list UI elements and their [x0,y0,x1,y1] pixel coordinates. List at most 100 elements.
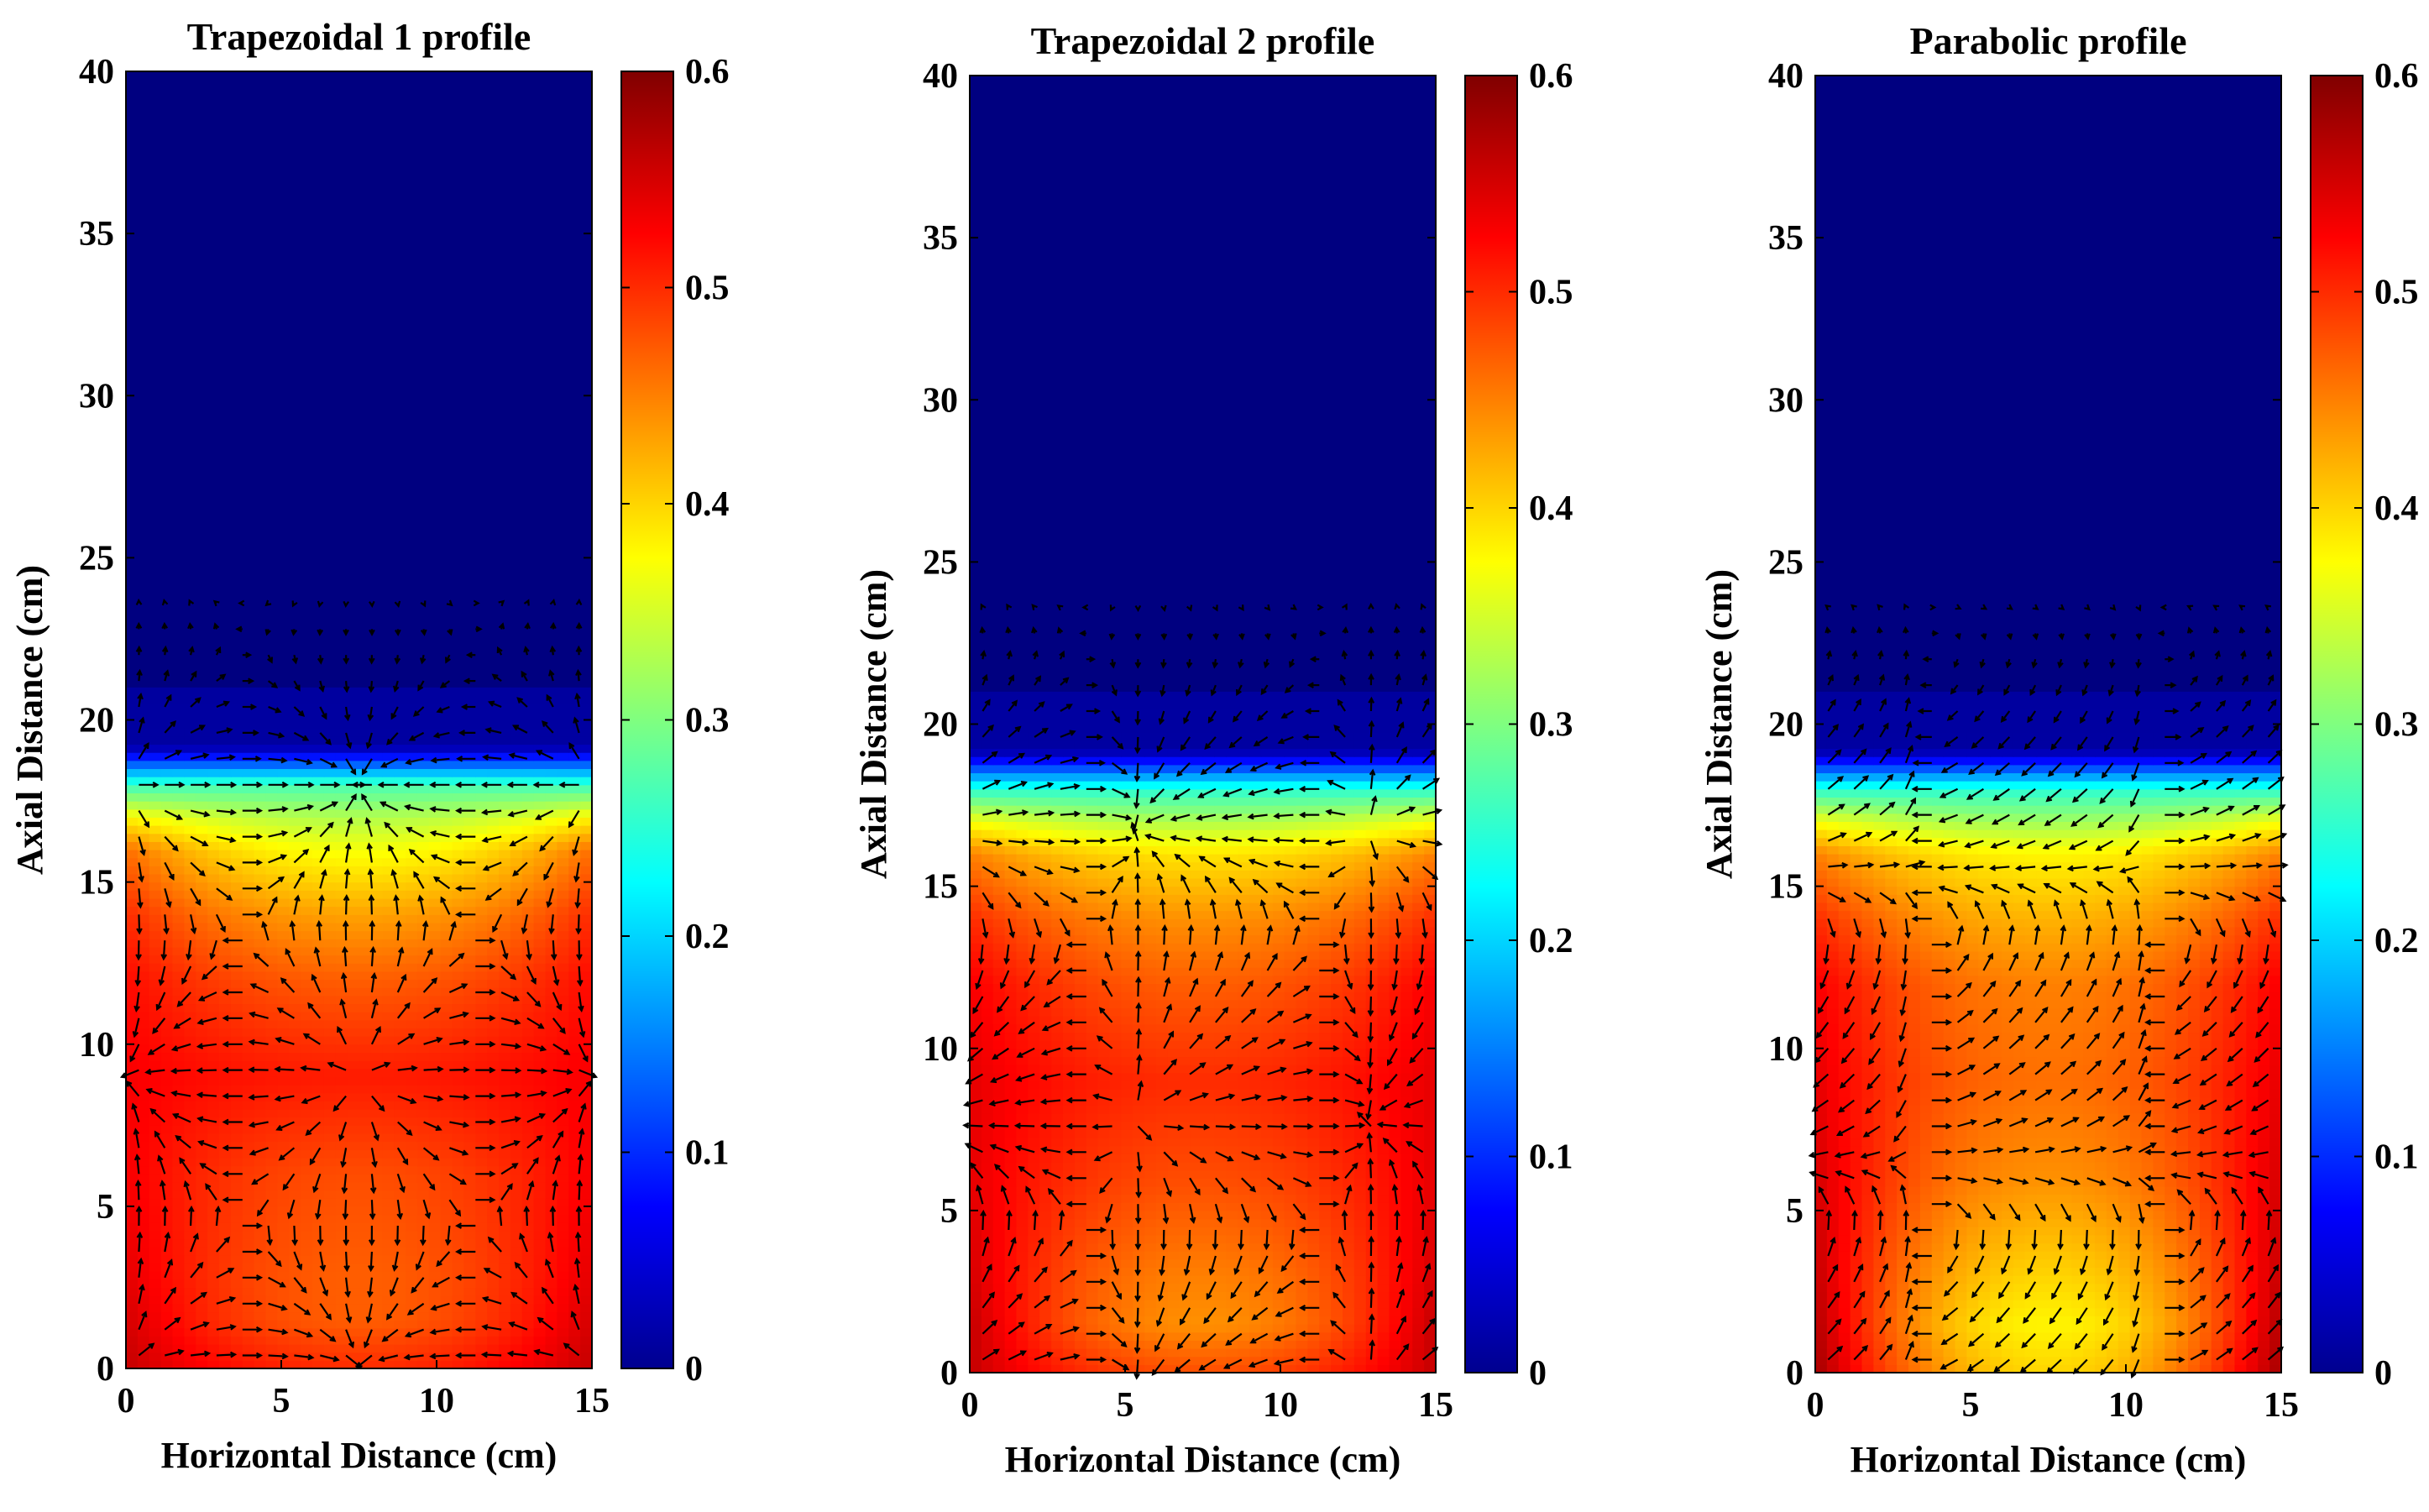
heatmap-cell [499,695,511,704]
heatmap-cell [301,963,313,972]
heatmap-cell [1167,1275,1180,1284]
vector-head [255,781,264,788]
heatmap-cell [126,979,139,988]
heatmap-cell [499,1336,511,1345]
heatmap-cell [301,873,313,883]
heatmap-cell [254,1028,267,1037]
heatmap-cell [452,760,464,770]
vector-head [368,1265,374,1273]
heatmap-cell [463,808,476,818]
heatmap-cell [568,1279,581,1289]
velocity-vector [397,1066,416,1071]
heatmap-cell [301,1238,313,1248]
heatmap-cell [1260,1300,1274,1309]
heatmap-cell [242,833,255,842]
heatmap-cell [219,1247,232,1256]
heatmap-cell [347,873,360,883]
velocity-vector [216,835,235,842]
heatmap-cell [487,1303,500,1313]
heatmap-cell [428,808,442,818]
heatmap-cell [580,882,593,891]
heatmap-cell [452,1068,464,1077]
vector-head [137,902,144,909]
heatmap-cell [521,1028,535,1037]
vector-head [406,1309,414,1316]
heatmap-cell [196,817,208,826]
heatmap-cell [487,1052,500,1061]
vector-head [506,1350,515,1358]
velocity-vector [578,1181,581,1201]
heatmap-cell [230,695,243,704]
heatmap-cell [254,866,267,875]
heatmap-cell [323,979,337,988]
heatmap-cell [521,971,535,981]
heatmap-cell [242,1174,255,1183]
heatmap-cell [487,1157,500,1167]
vector-head [158,979,165,986]
heatmap-cell [533,752,547,761]
heatmap-cell [382,1092,395,1101]
heatmap-cell [359,897,371,908]
velocity-vector [302,1095,321,1104]
heatmap-cell [545,1101,558,1110]
vector-head [544,1258,552,1266]
heatmap-cell [440,1052,453,1061]
heatmap-cell [452,1157,464,1167]
heatmap-cell [580,1060,593,1070]
heatmap-cell [265,866,278,875]
heatmap-cell [510,1101,523,1110]
heatmap-cell [301,1327,313,1337]
heatmap-cell [394,793,406,802]
x-tick-label: 0 [118,1382,135,1420]
heatmap-cell [452,1214,464,1223]
heatmap-cell [370,1344,383,1353]
velocity-vector [431,808,450,812]
vector-head [302,735,310,741]
vector-head [434,1007,442,1014]
velocity-vector [215,913,226,932]
heatmap-cell [254,687,267,697]
heatmap-cell [557,963,569,972]
heatmap-cell [323,1214,337,1223]
heatmap-cell [1144,1356,1157,1365]
heatmap-cell [254,825,267,834]
heatmap-cell [265,825,278,834]
heatmap-cell [289,1271,301,1280]
heatmap-cell [487,728,500,737]
heatmap-cell [580,1254,593,1264]
vector-head [521,927,528,935]
heatmap-cell [1400,1316,1413,1325]
heatmap-cell [370,1336,383,1345]
heatmap-cell [137,1060,150,1070]
heatmap-cell [335,1222,348,1232]
heatmap-cell [289,760,301,770]
heatmap-cell [359,744,371,753]
vector-head [261,920,268,929]
vector-head [306,803,315,811]
heatmap-cell [312,1003,325,1012]
heatmap-cell [1191,1316,1204,1325]
heatmap-cell [499,801,511,810]
heatmap-cell [347,1320,360,1329]
vector-head [343,629,349,636]
heatmap-cell [219,1263,232,1272]
vector-head [370,971,378,980]
vector-head [255,1248,264,1255]
heatmap-cell [416,1254,430,1264]
heatmap-cell [149,808,162,818]
heatmap-cell [499,768,511,777]
heatmap-cell [580,1336,593,1345]
heatmap-cell [265,922,278,932]
heatmap-cell [335,963,348,972]
heatmap-cell [487,719,500,729]
heatmap-cell [568,704,581,713]
heatmap-cell [196,971,208,981]
vector-head [327,1061,334,1068]
heatmap-cell [149,1222,162,1232]
velocity-vector [500,1163,518,1175]
heatmap-cell [359,930,371,939]
heatmap-cell [312,1214,325,1223]
velocity-vector [190,809,209,816]
vector-head [538,1112,547,1119]
vector-head [274,1065,281,1073]
